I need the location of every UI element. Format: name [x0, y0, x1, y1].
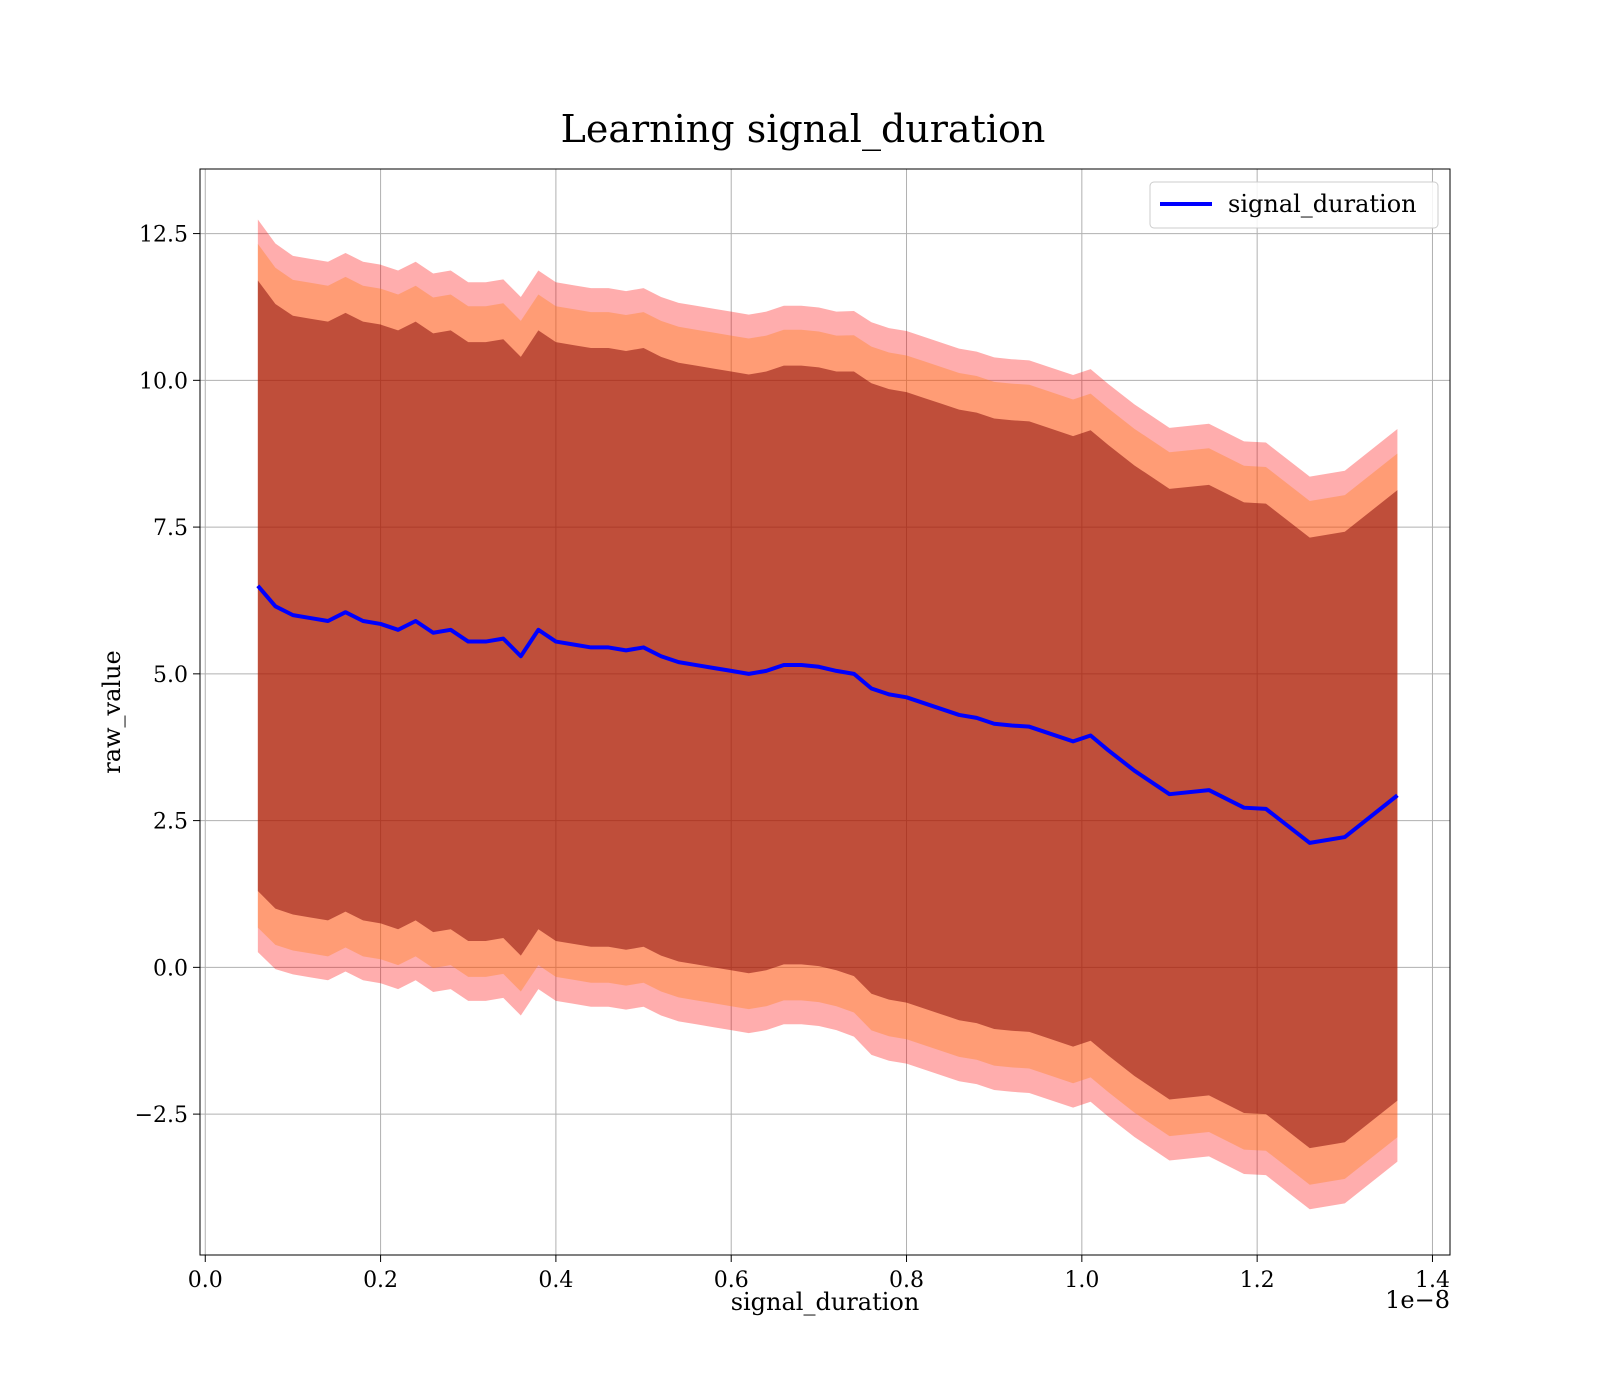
y-tick-label: 10.0 [139, 369, 188, 394]
y-axis-ticks: −2.5 0.0 2.5 5.0 7.5 10.0 12.5 [135, 223, 200, 1128]
x-tick-label: 0.2 [363, 1268, 398, 1293]
x-tick-label: 0.8 [889, 1268, 924, 1293]
y-tick-label: 2.5 [153, 810, 188, 835]
x-tick-label: 0.6 [714, 1268, 749, 1293]
y-axis-label: raw_value [98, 650, 126, 774]
x-axis-ticks: 0.0 0.2 0.4 0.6 0.8 1.0 1.2 1.4 [188, 1255, 1450, 1293]
series-lines [256, 584, 1399, 845]
legend: signal_duration [1149, 181, 1439, 229]
band-inner-band [257, 280, 1398, 1149]
legend-box [1149, 181, 1439, 229]
x-tick-label: 1.4 [1415, 1268, 1450, 1293]
x-tick-label: 1.2 [1240, 1268, 1275, 1293]
legend-label: signal_duration [1228, 190, 1417, 218]
y-tick-label: 0.0 [153, 956, 188, 981]
x-tick-label: 1.0 [1064, 1268, 1099, 1293]
x-tick-label: 0.4 [538, 1268, 573, 1293]
y-tick-label: 12.5 [139, 223, 188, 248]
y-tick-label: 5.0 [153, 663, 188, 688]
uncertainty-bands [257, 219, 1398, 1210]
chart-title: Learning signal_duration [561, 107, 1046, 152]
y-tick-label: −2.5 [135, 1103, 188, 1128]
series-line [256, 584, 1399, 845]
x-tick-label: 0.0 [188, 1268, 223, 1293]
plot-frame [199, 168, 1451, 1256]
y-tick-label: 7.5 [153, 516, 188, 541]
x-offset-label: 1e−8 [1385, 1286, 1450, 1314]
x-axis-label: signal_duration [731, 1288, 920, 1316]
